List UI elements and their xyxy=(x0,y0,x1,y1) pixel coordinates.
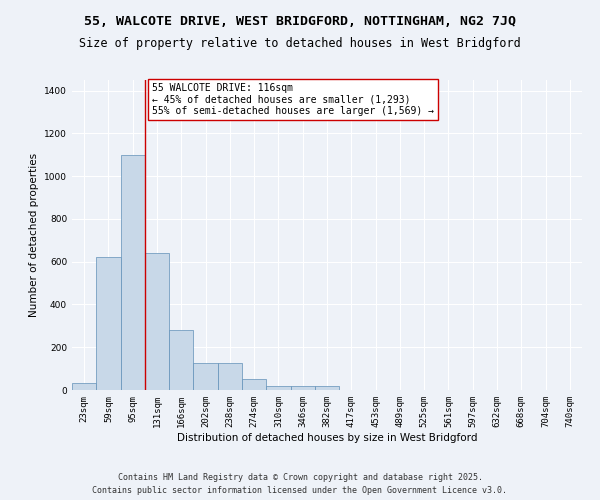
X-axis label: Distribution of detached houses by size in West Bridgford: Distribution of detached houses by size … xyxy=(177,432,477,442)
Text: Contains HM Land Registry data © Crown copyright and database right 2025.
Contai: Contains HM Land Registry data © Crown c… xyxy=(92,474,508,495)
Bar xyxy=(169,330,193,390)
Bar xyxy=(72,382,96,390)
Bar xyxy=(266,386,290,390)
Bar xyxy=(218,364,242,390)
Text: Size of property relative to detached houses in West Bridgford: Size of property relative to detached ho… xyxy=(79,38,521,51)
Bar xyxy=(290,386,315,390)
Bar xyxy=(315,386,339,390)
Bar xyxy=(145,253,169,390)
Bar xyxy=(193,364,218,390)
Text: 55, WALCOTE DRIVE, WEST BRIDGFORD, NOTTINGHAM, NG2 7JQ: 55, WALCOTE DRIVE, WEST BRIDGFORD, NOTTI… xyxy=(84,15,516,28)
Bar xyxy=(242,380,266,390)
Bar xyxy=(121,155,145,390)
Y-axis label: Number of detached properties: Number of detached properties xyxy=(29,153,38,317)
Bar xyxy=(96,258,121,390)
Text: 55 WALCOTE DRIVE: 116sqm
← 45% of detached houses are smaller (1,293)
55% of sem: 55 WALCOTE DRIVE: 116sqm ← 45% of detach… xyxy=(152,83,434,116)
